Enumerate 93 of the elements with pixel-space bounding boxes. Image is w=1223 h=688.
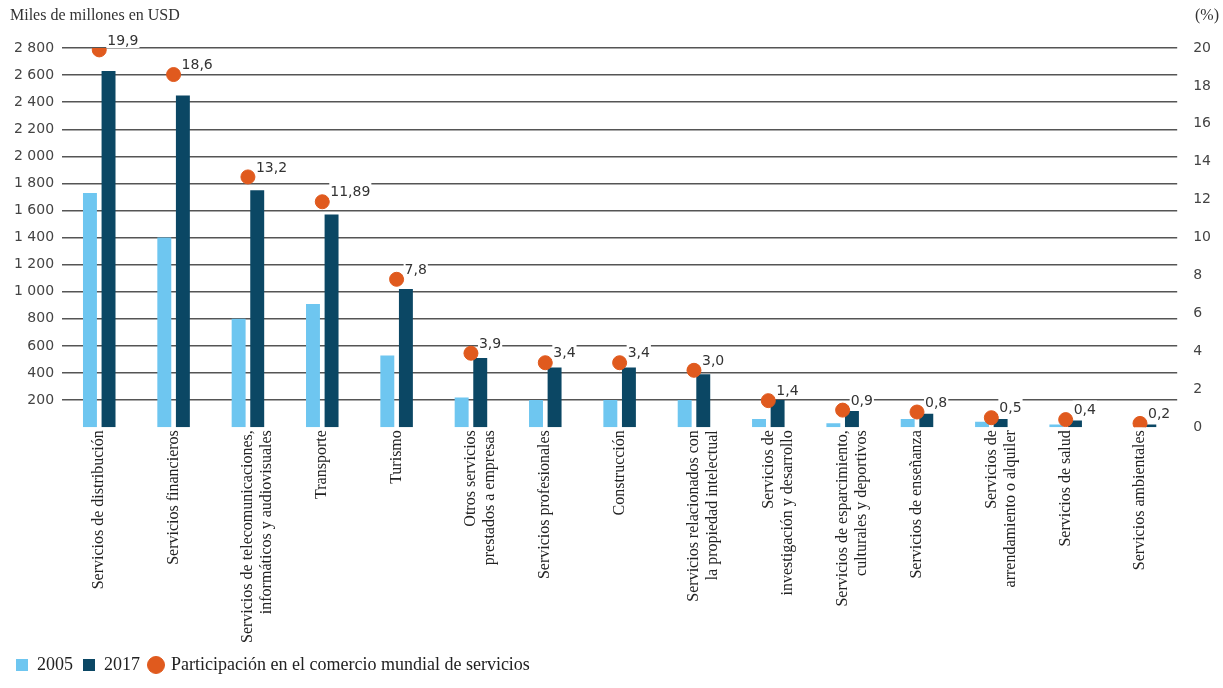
data-label: 3,4 (627, 344, 650, 361)
point (835, 402, 851, 418)
y2-tick-label: 2 (1193, 379, 1203, 396)
bar (752, 419, 766, 428)
point (909, 404, 925, 420)
y-tick-label: 2 800 (13, 38, 55, 55)
point (1058, 412, 1074, 428)
bar (324, 214, 339, 428)
data-label: 11,89 (330, 183, 371, 200)
y2-tick-label: 20 (1193, 38, 1212, 55)
point (537, 355, 553, 371)
x-tick-label: Servicios de distribución (89, 430, 107, 590)
bar (250, 190, 265, 428)
y2-tick-label: 8 (1193, 266, 1203, 283)
legend-label: 2005 (37, 653, 73, 674)
y-axis-title: Miles de millones en USD (10, 6, 180, 24)
x-tick-label: Construcción (609, 430, 627, 516)
x-tick-label: Servicios ambientales (1130, 430, 1148, 571)
data-label: 0,2 (1148, 405, 1171, 422)
data-label: 19,9 (107, 31, 139, 48)
y-tick-label: 1 600 (13, 201, 55, 218)
point (389, 271, 405, 287)
bar (398, 289, 413, 428)
bar (473, 358, 488, 428)
x-tick-label: Turismo (386, 430, 404, 484)
bar (175, 95, 190, 428)
y2-tick-label: 4 (1193, 341, 1203, 358)
y2-tick-label: 16 (1193, 114, 1212, 131)
bar (454, 397, 469, 428)
data-label: 18,6 (181, 56, 213, 73)
y-tick-label: 1 800 (13, 174, 55, 191)
x-tick-label: Otros servicios prestados a empresas (461, 430, 499, 566)
data-label: 0,4 (1073, 401, 1097, 418)
y-tick-label: 1 000 (13, 282, 55, 299)
y-tick-label: 1 200 (13, 255, 55, 272)
bar (621, 367, 636, 428)
bar (380, 355, 395, 428)
y2-tick-label: 18 (1193, 76, 1212, 93)
y2-tick-label: 10 (1193, 228, 1212, 245)
bar (101, 71, 116, 428)
y-tick-label: 1 400 (13, 228, 55, 245)
data-label: 1,4 (776, 382, 799, 399)
y2-tick-label: 0 (1193, 417, 1203, 434)
y-tick-label: 2 000 (13, 146, 55, 163)
data-label: 0,9 (850, 391, 873, 408)
x-tick-label: Servicios relacionados con la propiedad intelectual (684, 429, 722, 602)
point (686, 362, 702, 378)
bar (900, 419, 915, 428)
data-label: 7,8 (404, 260, 427, 277)
bar (157, 237, 172, 428)
y-tick-label: 600 (27, 336, 55, 353)
point (463, 345, 479, 361)
data-label: 3,9 (478, 334, 502, 351)
x-tick-label: Transporte (312, 430, 331, 499)
data-label: 3,4 (553, 344, 576, 361)
bar (696, 374, 711, 428)
y2-tick-label: 12 (1193, 190, 1212, 207)
point (314, 194, 330, 210)
y-tick-label: 2 400 (13, 92, 55, 109)
y-tick-label: 400 (27, 363, 55, 380)
data-label: 13,2 (255, 158, 288, 175)
y-tick-label: 800 (27, 309, 55, 326)
legend-label: 2017 (104, 653, 140, 674)
x-tick-label: Servicios de enseñanza (907, 430, 925, 579)
point (166, 67, 182, 83)
bar (529, 400, 543, 428)
point (1132, 415, 1148, 428)
point (760, 393, 776, 409)
bar (82, 192, 97, 428)
bar (677, 400, 692, 428)
y-tick-label: 200 (27, 390, 55, 407)
point (240, 169, 256, 185)
y-tick-label: 2 200 (13, 119, 55, 136)
bar (547, 367, 562, 428)
bar (231, 318, 246, 428)
x-tick-label: Servicios profesionales (535, 430, 554, 580)
bar (603, 400, 618, 428)
x-tick-label: Servicios financieros (163, 430, 181, 565)
data-label: 3,0 (701, 351, 725, 368)
point (983, 410, 999, 426)
bar (306, 303, 320, 428)
bar (826, 423, 841, 428)
y2-tick-label: 14 (1193, 152, 1212, 169)
data-label: 0,8 (924, 393, 948, 410)
bar (770, 400, 785, 428)
y2-axis-title: (%) (1195, 6, 1219, 25)
x-tick-label: Servicios de telecomunicaciones, informáticos y audiovisuales (238, 430, 276, 643)
legend-label: Participación en el comercio mundial de servicios (171, 653, 530, 674)
x-tick-label: Servicios de salud (1055, 430, 1073, 547)
data-label: 0,5 (999, 399, 1022, 416)
y-tick-label: 2 600 (13, 65, 55, 82)
point (612, 355, 628, 371)
y2-tick-label: 6 (1193, 304, 1203, 321)
